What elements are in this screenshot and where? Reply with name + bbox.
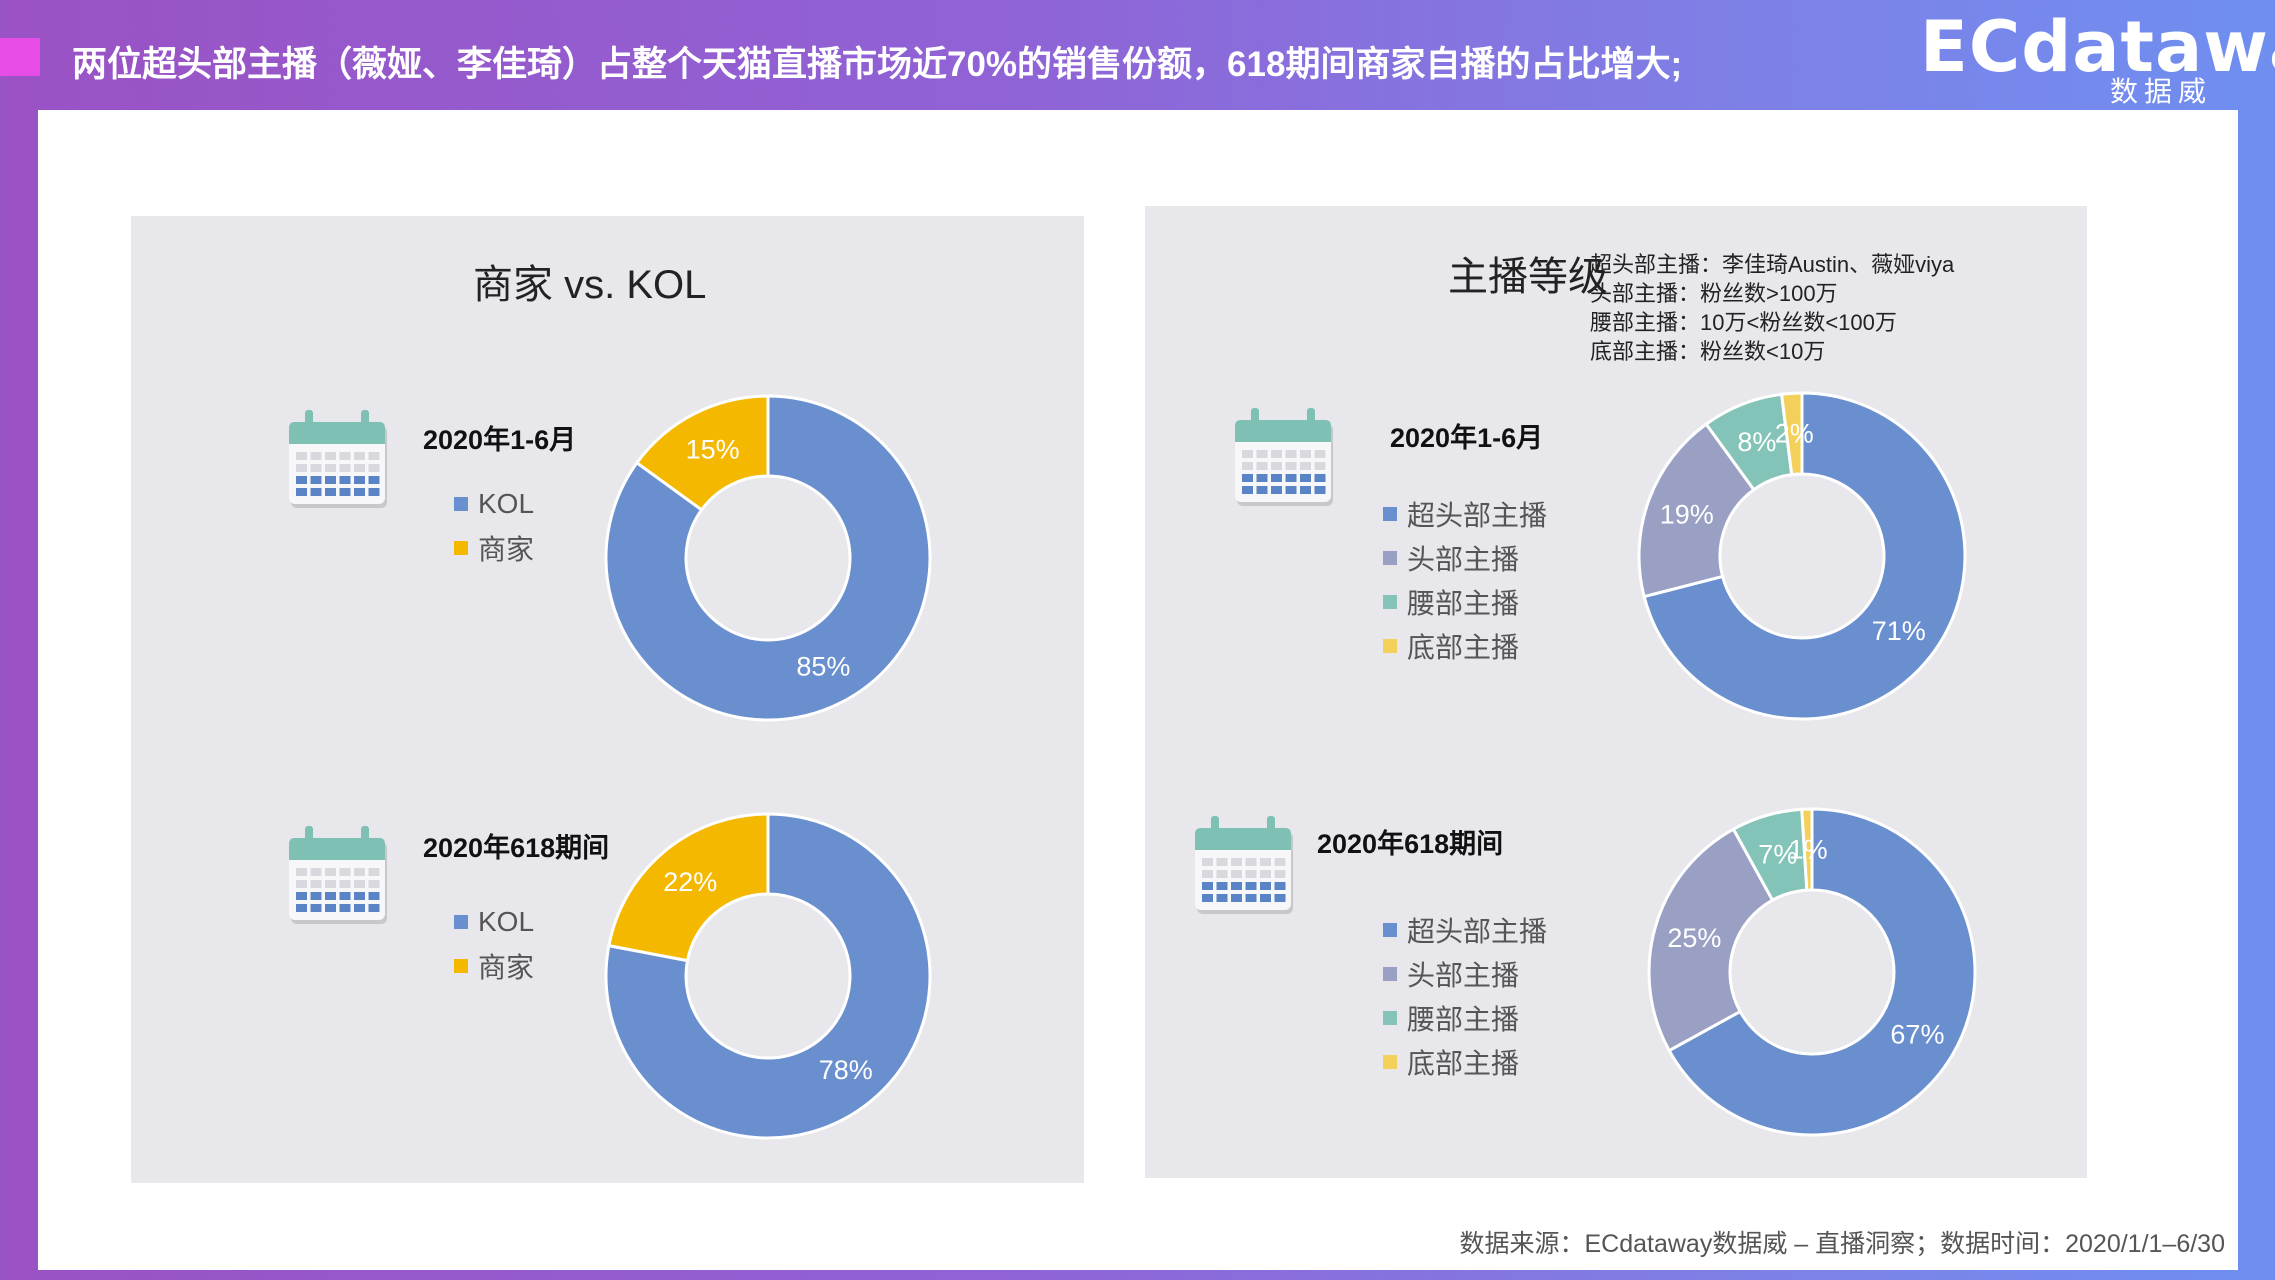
content-area: 商家 vs. KOL 2020年1-6月 KOL 商家 85% 15% 2020年…	[38, 110, 2238, 1270]
legend-item-merchant: 商家	[454, 944, 534, 988]
legend-item-head: 头部主播	[1383, 536, 1547, 580]
period-label-h1: 2020年1-6月	[423, 425, 577, 455]
legend-swatch-head	[1383, 967, 1397, 981]
legend-label-merchant: 商家	[478, 534, 535, 565]
legend-swatch-super-head	[1383, 923, 1397, 937]
donut-slice-head	[1647, 827, 1775, 1053]
legend-label-head: 头部主播	[1407, 960, 1520, 991]
definition-waist: 腰部主播：10万<粉丝数<100万	[1590, 310, 1897, 335]
legend-item-head: 头部主播	[1383, 952, 1547, 996]
legend-kol-merchant-2: KOL 商家	[454, 900, 534, 988]
legend-anchor-level-2: 超头部主播 头部主播 腰部主播 底部主播	[1383, 908, 1547, 1084]
donut-chart-level-618: 67% 25% 7%1%	[1647, 807, 1977, 1137]
donut-slice-kol	[604, 394, 932, 722]
donut-label-kol: 85%	[796, 652, 850, 682]
definition-super-head: 超头部主播：李佳琦Austin、薇娅viya	[1590, 252, 1955, 277]
data-source-footer: 数据来源：ECdataway数据威 – 直播洞察；数据时间：2020/1/1–6…	[1459, 1230, 2225, 1258]
legend-item-merchant: 商家	[454, 526, 534, 570]
legend-label-kol: KOL	[478, 488, 535, 519]
donut-label-merchant: 22%	[663, 867, 717, 897]
header-accent-bar	[0, 38, 40, 76]
legend-swatch-head	[1383, 551, 1397, 565]
legend-item-waist: 腰部主播	[1383, 996, 1547, 1040]
calendar-icon	[287, 408, 391, 512]
legend-kol-merchant-1: KOL 商家	[454, 482, 534, 570]
definition-bottom: 底部主播：粉丝数<10万	[1590, 339, 1826, 364]
donut-label-head: 25%	[1667, 923, 1721, 953]
calendar-icon	[1193, 814, 1297, 918]
donut-label-waist: 8%	[1737, 427, 1776, 457]
page-title: 两位超头部主播（薇娅、李佳琦）占整个天猫直播市场近70%的销售份额，618期间商…	[72, 45, 1683, 84]
legend-item-bottom: 底部主播	[1383, 624, 1547, 668]
definition-head: 头部主播：粉丝数>100万	[1590, 281, 1838, 306]
donut-chart-kol-h1: 85% 15%	[604, 394, 932, 722]
merchant-vs-kol-panel: 商家 vs. KOL 2020年1-6月 KOL 商家 85% 15% 2020年…	[131, 216, 1084, 1183]
legend-swatch-kol	[454, 497, 468, 511]
donut-label-super_head: 67%	[1890, 1019, 1944, 1049]
donut-label-bottom: 1%	[1789, 835, 1828, 865]
legend-item-bottom: 底部主播	[1383, 1040, 1547, 1084]
legend-swatch-bottom	[1383, 639, 1397, 653]
donut-chart-kol-618: 78% 22%	[604, 812, 932, 1140]
legend-swatch-merchant	[454, 959, 468, 973]
legend-swatch-waist	[1383, 595, 1397, 609]
logo-wordmark: ECdataway	[1920, 6, 2275, 88]
legend-label-waist: 腰部主播	[1407, 588, 1520, 619]
legend-swatch-merchant	[454, 541, 468, 555]
period-label-h1: 2020年1-6月	[1390, 423, 1544, 453]
donut-slice-bottom	[1800, 807, 1814, 892]
legend-item-kol: KOL	[454, 900, 534, 944]
period-label-618: 2020年618期间	[1317, 829, 1504, 859]
legend-item-kol: KOL	[454, 482, 534, 526]
legend-item-super-head: 超头部主播	[1383, 492, 1547, 536]
legend-swatch-waist	[1383, 1011, 1397, 1025]
anchor-level-panel: 主播等级 2020年1-6月 超头部主播 头部主播 腰部主播 底部主播 71% 1…	[1145, 206, 2087, 1178]
donut-label-super_head: 71%	[1872, 616, 1926, 646]
legend-swatch-super-head	[1383, 507, 1397, 521]
legend-swatch-bottom	[1383, 1055, 1397, 1069]
ecdataway-logo: ECdataway 数据威	[1920, 6, 2275, 107]
legend-label-head: 头部主播	[1407, 544, 1520, 575]
donut-slice-merchant	[634, 394, 770, 512]
legend-item-waist: 腰部主播	[1383, 580, 1547, 624]
anchor-level-definitions: 超头部主播：李佳琦Austin、薇娅viya 头部主播：粉丝数>100万 腰部主…	[1590, 250, 1954, 366]
anchor-level-title: 主播等级	[1448, 255, 1608, 299]
legend-label-super-head: 超头部主播	[1407, 500, 1548, 531]
donut-chart-level-h1: 71% 19% 8%2%	[1637, 391, 1967, 721]
legend-label-bottom: 底部主播	[1407, 1048, 1520, 1079]
donut-label-bottom: 2%	[1775, 419, 1814, 449]
calendar-icon	[1233, 406, 1337, 510]
legend-anchor-level-1: 超头部主播 头部主播 腰部主播 底部主播	[1383, 492, 1547, 668]
legend-label-bottom: 底部主播	[1407, 632, 1520, 663]
legend-label-kol: KOL	[478, 906, 535, 937]
donut-slice-bottom	[1779, 391, 1804, 477]
donut-slice-merchant	[607, 812, 770, 963]
calendar-icon	[287, 824, 391, 928]
donut-slice-kol	[604, 812, 932, 1140]
donut-slice-super_head	[1667, 807, 1977, 1137]
donut-label-head: 19%	[1660, 500, 1714, 530]
donut-slice-head	[1637, 422, 1756, 599]
donut-slice-super_head	[1642, 391, 1967, 721]
donut-label-merchant: 15%	[686, 434, 740, 464]
legend-label-merchant: 商家	[478, 952, 535, 983]
merchant-vs-kol-title: 商家 vs. KOL	[473, 263, 707, 307]
legend-item-super-head: 超头部主播	[1383, 908, 1547, 952]
legend-label-waist: 腰部主播	[1407, 1004, 1520, 1035]
legend-label-super-head: 超头部主播	[1407, 916, 1548, 947]
legend-swatch-kol	[454, 915, 468, 929]
period-label-618: 2020年618期间	[423, 833, 610, 863]
donut-label-kol: 78%	[819, 1055, 873, 1085]
donut-label-waist: 7%	[1758, 839, 1797, 869]
logo-subtitle: 数据威	[2110, 76, 2213, 107]
